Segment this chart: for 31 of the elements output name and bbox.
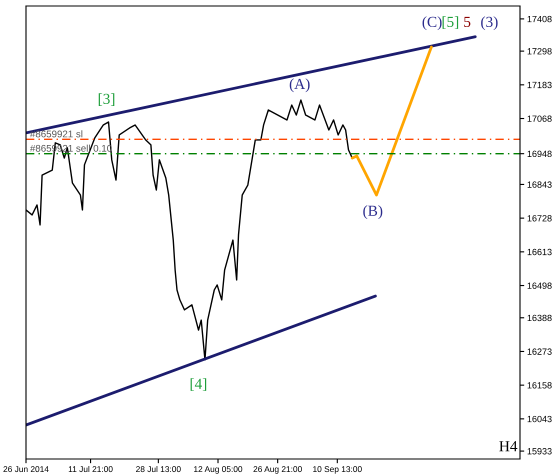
x-tick-label: 28 Jul 13:00 bbox=[136, 466, 181, 472]
y-tick-label: 17068 bbox=[528, 115, 552, 122]
x-tick-label: 26 Aug 21:00 bbox=[254, 466, 302, 474]
y-tick-label: 16043 bbox=[528, 416, 552, 422]
y-tick-label: 16843 bbox=[528, 181, 552, 188]
x-tick-label: 12 Aug 05:00 bbox=[194, 466, 242, 474]
annotation: [4] bbox=[190, 378, 206, 391]
y-tick-label: 17298 bbox=[528, 48, 552, 54]
ref-line-label: #8659921 sl bbox=[30, 130, 82, 138]
x-tick-label: 11 Jul 21:00 bbox=[68, 466, 113, 472]
annotation: H4 bbox=[499, 441, 518, 452]
y-tick-label: 16388 bbox=[528, 314, 552, 322]
y-tick-label: 16273 bbox=[528, 348, 552, 355]
annotation: (B) bbox=[363, 205, 382, 220]
y-tick-label: 15933 bbox=[528, 448, 552, 454]
y-tick-label: 16948 bbox=[528, 150, 552, 158]
y-tick-label: 17183 bbox=[528, 82, 552, 88]
y-tick-label: 16498 bbox=[528, 282, 552, 289]
annotation: (3) bbox=[481, 16, 498, 30]
annotation: 5 bbox=[464, 16, 470, 28]
x-tick-label: 26 Jun 2014 bbox=[3, 466, 49, 472]
y-tick-label: 17408 bbox=[528, 16, 552, 22]
y-tick-label: 16728 bbox=[528, 215, 552, 222]
annotation: (C) bbox=[422, 16, 442, 30]
line-series bbox=[350, 46, 433, 196]
y-tick-label: 16158 bbox=[528, 382, 552, 389]
annotation: (A) bbox=[290, 78, 310, 92]
y-tick-label: 16613 bbox=[528, 248, 552, 256]
x-tick-label: 10 Sep 13:00 bbox=[313, 466, 362, 474]
annotation: [5] bbox=[442, 16, 458, 29]
annotation: [3] bbox=[98, 93, 114, 106]
